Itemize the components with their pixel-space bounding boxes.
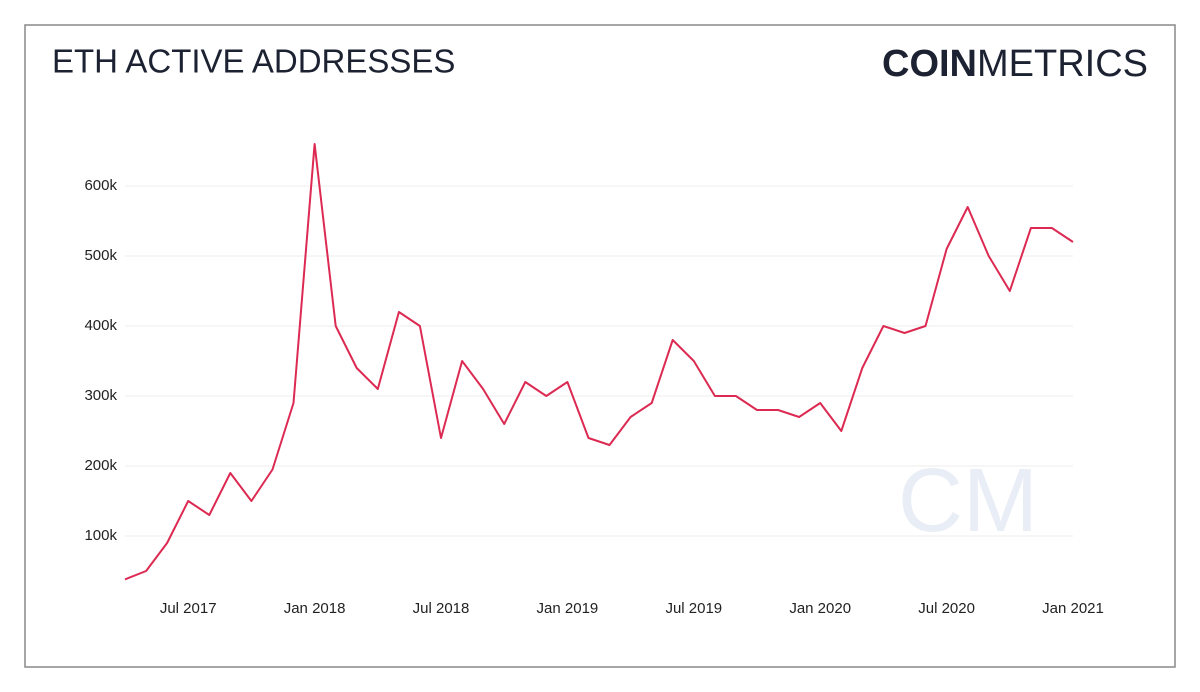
y-tick-label: 400k <box>84 317 117 334</box>
chart-title: ETH ACTIVE ADDRESSES <box>52 43 455 80</box>
y-tick-label: 500k <box>84 247 117 264</box>
x-tick-label: Jan 2019 <box>537 600 599 617</box>
watermark: CM <box>898 451 1038 551</box>
y-tick-label: 300k <box>84 387 117 404</box>
brand-light: METRICS <box>977 43 1148 85</box>
y-tick-label: 200k <box>84 457 117 474</box>
brand-bold: COIN <box>882 43 977 85</box>
frame <box>24 24 1176 668</box>
x-tick-label: Jan 2020 <box>789 600 851 617</box>
x-tick-label: Jan 2018 <box>284 600 346 617</box>
data-line <box>124 143 1074 581</box>
x-tick-label: Jan 2021 <box>1042 600 1104 617</box>
y-tick-label: 600k <box>84 177 117 194</box>
brand-logo: COINMETRICS <box>882 43 1148 85</box>
x-tick-label: Jul 2020 <box>918 600 975 617</box>
x-tick-label: Jul 2017 <box>160 600 217 617</box>
y-tick-label: 100k <box>84 527 117 544</box>
x-tick-label: Jul 2019 <box>665 600 722 617</box>
x-tick-label: Jul 2018 <box>413 600 470 617</box>
